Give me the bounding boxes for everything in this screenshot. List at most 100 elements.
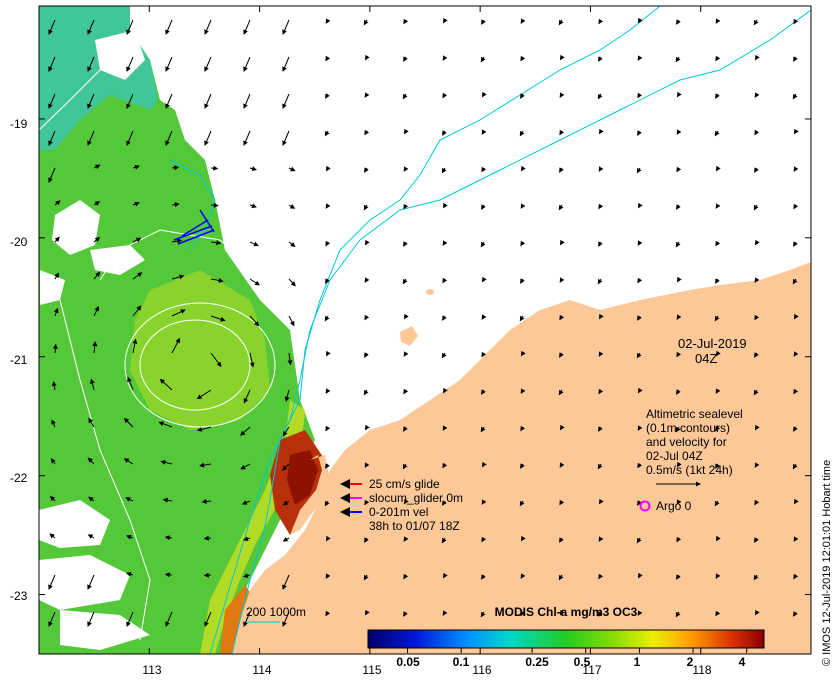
velocity-vector xyxy=(88,496,95,502)
velocity-vector xyxy=(481,499,487,505)
velocity-vector xyxy=(715,93,720,99)
velocity-vector xyxy=(519,130,525,137)
velocity-vector xyxy=(48,56,56,72)
australia-land xyxy=(232,262,811,654)
velocity-vector xyxy=(792,278,798,285)
velocity-vector xyxy=(637,202,643,209)
velocity-vector xyxy=(637,462,643,469)
velocity-vector xyxy=(597,278,603,285)
velocity-vector xyxy=(598,18,604,25)
velocity-vector xyxy=(520,388,526,394)
velocity-vector xyxy=(204,93,212,109)
velocity-vector xyxy=(754,352,759,358)
velocity-vector xyxy=(676,19,681,25)
velocity-vector xyxy=(132,305,142,317)
velocity-vector xyxy=(325,93,330,99)
cloud-gap-2 xyxy=(90,245,145,275)
velocity-vector xyxy=(637,387,643,394)
velocity-vector xyxy=(520,463,525,469)
map-time: 04Z xyxy=(695,351,717,366)
velocity-vector xyxy=(204,611,212,627)
velocity-vector xyxy=(403,536,409,542)
velocity-vector xyxy=(676,351,682,358)
argo-label: Argo 0 xyxy=(656,499,692,513)
velocity-vector xyxy=(441,537,447,544)
velocity-vector xyxy=(364,352,369,358)
velocity-vector xyxy=(442,130,447,136)
velocity-vector xyxy=(325,463,330,469)
velocity-vector xyxy=(793,56,798,62)
velocity-vector xyxy=(403,611,408,617)
velocity-vector xyxy=(87,19,95,35)
velocity-vector xyxy=(598,166,604,172)
velocity-vector xyxy=(676,389,681,395)
map-date: 02-Jul-2019 xyxy=(678,336,747,351)
colorbar-tick-6: 4 xyxy=(739,655,746,669)
velocity-vector xyxy=(676,129,682,135)
bathymetry-contour-1000m xyxy=(209,9,811,654)
velocity-vector xyxy=(637,610,643,616)
velocity-vector xyxy=(481,536,487,543)
velocity-vector xyxy=(288,204,296,209)
altimetry-line-2: (0.1m contours) xyxy=(646,421,730,435)
velocity-vector xyxy=(51,380,57,391)
velocity-vector xyxy=(89,378,95,391)
bathymetry-legend: 200 1000m xyxy=(246,605,306,619)
altimetry-line-4: 02-Jul 04Z xyxy=(646,449,703,463)
velocity-vector xyxy=(48,93,56,109)
glider-legend-2: slocum_glider 0m xyxy=(369,491,463,505)
velocity-vector xyxy=(559,352,564,358)
velocity-vector xyxy=(364,499,370,506)
velocity-vector xyxy=(204,19,212,35)
velocity-vector xyxy=(49,495,56,502)
velocity-vector xyxy=(754,424,760,431)
velocity-vector xyxy=(598,426,603,432)
velocity-vector xyxy=(364,54,370,61)
velocity-vector xyxy=(520,240,526,247)
velocity-vector xyxy=(715,240,721,247)
velocity-vector xyxy=(715,18,721,24)
glider-legend-3: 0-201m vel xyxy=(369,505,428,519)
velocity-vector xyxy=(364,424,370,431)
velocity-vector xyxy=(165,93,173,109)
colorbar-title: MODIS Chl-a mg/m3 OC3 xyxy=(495,605,638,619)
velocity-vector xyxy=(288,315,295,327)
velocity-vector xyxy=(243,19,251,35)
velocity-vector xyxy=(598,56,603,62)
velocity-vector xyxy=(52,343,58,354)
velocity-vector xyxy=(714,315,720,322)
velocity-vector xyxy=(363,574,369,581)
velocity-vector xyxy=(520,55,526,62)
velocity-vector xyxy=(210,315,226,322)
velocity-vector xyxy=(125,571,134,577)
velocity-vector xyxy=(754,239,760,246)
velocity-vector xyxy=(325,425,331,432)
colorbar-tick-1: 0.1 xyxy=(453,655,470,669)
velocity-vector xyxy=(753,204,759,211)
velocity-vector xyxy=(210,352,222,368)
velocity-vector xyxy=(637,17,643,24)
velocity-vector xyxy=(442,500,447,506)
velocity-vector xyxy=(519,315,525,322)
velocity-vector xyxy=(480,611,486,618)
velocity-vector xyxy=(249,241,259,247)
velocity-vector xyxy=(125,497,134,502)
velocity-vector xyxy=(559,537,564,543)
velocity-vector xyxy=(132,338,138,354)
velocity-vector xyxy=(210,202,219,208)
velocity-vector xyxy=(637,572,643,579)
velocity-vector xyxy=(481,91,487,98)
velocity-vector xyxy=(199,462,212,468)
velocity-vector xyxy=(793,313,799,320)
glider-track xyxy=(173,209,215,245)
velocity-vector xyxy=(442,202,448,209)
velocity-vector xyxy=(132,164,140,170)
velocity-vector xyxy=(559,239,565,246)
velocity-vector xyxy=(171,165,180,171)
lon-label-118: 118 xyxy=(692,663,711,677)
velocity-vector xyxy=(676,276,682,283)
velocity-vector xyxy=(93,236,101,243)
velocity-vector xyxy=(364,314,370,321)
velocity-vector xyxy=(364,462,370,468)
velocity-vector xyxy=(403,128,409,135)
